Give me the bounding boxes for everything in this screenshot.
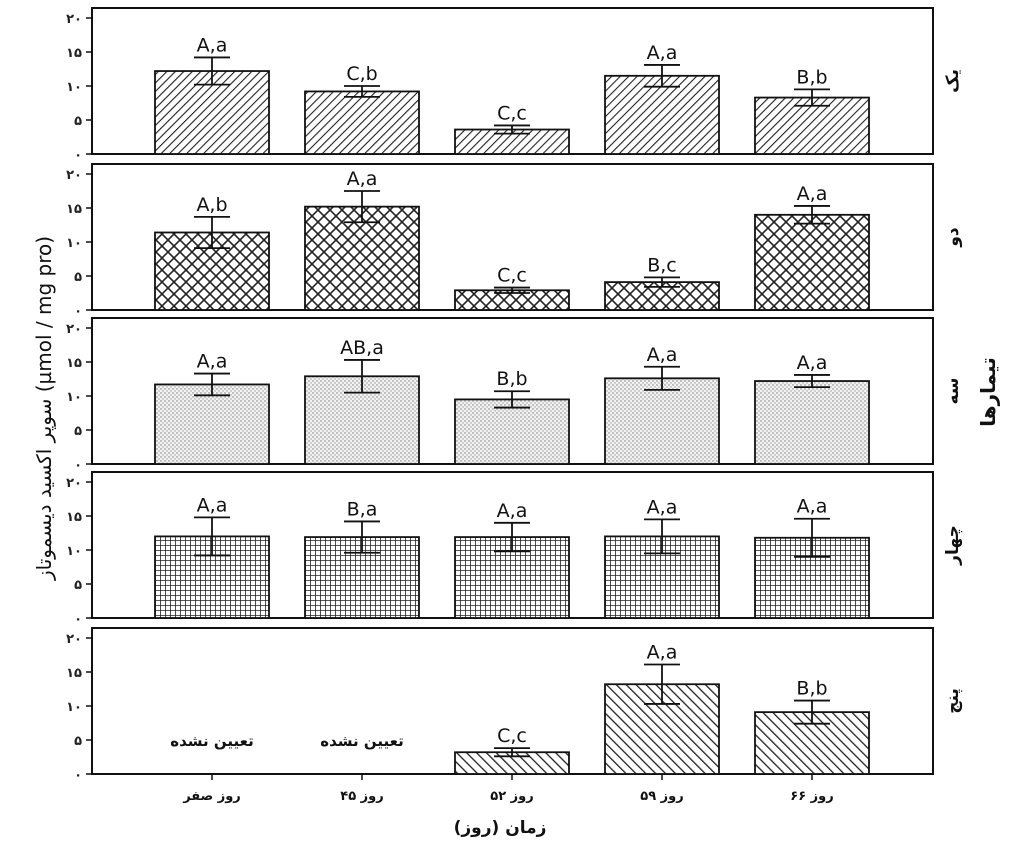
panel-5: ۲۰ ۱۵ ۱۰ ۵ ۰ پنج تعیین نشده تعیین نشده C,c A,a B,b — [66, 627, 963, 783]
significance-label: C,c — [497, 102, 527, 124]
treatment-group-title: تیمارها — [976, 357, 1000, 427]
x-axis: روز صفر روز ۴۵ روز ۵۲ روز ۵۹ روز ۶۶ — [182, 774, 834, 804]
y-tick-label: ۵ — [74, 424, 82, 439]
y-tick-label: ۲۰ — [66, 632, 82, 647]
significance-label: A,a — [647, 42, 678, 64]
significance-label: A,a — [197, 494, 228, 516]
significance-label: AB,a — [340, 337, 384, 359]
y-tick-label: ۰ — [74, 612, 82, 627]
y-tick-label: ۵ — [74, 578, 82, 593]
y-tick-label: ۵ — [74, 734, 82, 749]
significance-label: B,b — [496, 368, 527, 390]
significance-label: A,a — [797, 183, 828, 205]
panel-name: پنج — [943, 688, 963, 714]
panel-1: ۲۰ ۱۵ ۱۰ ۵ ۰ یک A,a C,b C,c A,a B,b — [66, 7, 963, 163]
significance-label: A,a — [197, 351, 228, 373]
y-tick-label: ۱۵ — [66, 356, 82, 371]
significance-label: C,c — [497, 265, 527, 287]
panel-3: ۲۰ ۱۵ ۱۰ ۵ ۰ سه A,a AB,a B,b A,a A,a — [66, 317, 963, 473]
significance-label: A,a — [647, 496, 678, 518]
x-axis-title: زمان (روز) — [453, 818, 547, 838]
bar-missing-label: تعیین نشده — [170, 732, 253, 750]
significance-label: B,b — [796, 678, 827, 700]
y-tick-label: ۰ — [74, 458, 82, 473]
significance-label: A,a — [197, 34, 228, 56]
bar — [754, 213, 870, 311]
panels-layer: ۲۰ ۱۵ ۱۰ ۵ ۰ یک A,a C,b C,c A,a B,b ۲۰ ۱۵ ۱۰ ۵ ۰ دو A,b A,… — [66, 7, 963, 783]
y-tick-label: ۲۰ — [66, 168, 82, 183]
panel-name: سه — [943, 377, 963, 404]
panel-2: ۲۰ ۱۵ ۱۰ ۵ ۰ دو A,b A,a C,c B,c A,a — [66, 163, 963, 319]
y-tick-label: ۲۰ — [66, 322, 82, 337]
significance-label: A,a — [797, 496, 828, 518]
panel-name: چهار — [943, 525, 963, 566]
y-tick-label: ۱۰ — [66, 544, 82, 559]
bar — [754, 380, 870, 465]
significance-label: A,a — [647, 344, 678, 366]
significance-label: A,a — [797, 352, 828, 374]
bar — [604, 377, 720, 465]
x-tick-label: روز ۴۵ — [340, 789, 383, 804]
panel-name: یک — [943, 69, 963, 93]
x-tick-label: روز ۵۹ — [640, 789, 683, 804]
bar — [304, 90, 420, 155]
y-tick-label: ۰ — [74, 148, 82, 163]
significance-label: C,b — [346, 63, 377, 85]
bar-missing-label: تعیین نشده — [320, 732, 403, 750]
y-tick-label: ۰ — [74, 304, 82, 319]
bar — [754, 96, 870, 155]
y-tick-label: ۱۰ — [66, 236, 82, 251]
y-tick-label: ۱۵ — [66, 46, 82, 61]
y-tick-label: ۱۵ — [66, 202, 82, 217]
significance-label: A,a — [347, 168, 378, 190]
significance-label: A,a — [647, 642, 678, 664]
significance-label: B,b — [796, 66, 827, 88]
y-axis-title: سوپر اکسید دیسموتاز (µmol / mg pro) — [32, 235, 56, 581]
y-tick-label: ۱۵ — [66, 510, 82, 525]
panel-4: ۲۰ ۱۵ ۱۰ ۵ ۰ چهار A,a B,a A,a A,a A,a — [66, 471, 963, 627]
y-tick-label: ۱۰ — [66, 700, 82, 715]
bar — [154, 383, 270, 465]
y-tick-label: ۵ — [74, 114, 82, 129]
significance-label: A,b — [196, 194, 227, 216]
bar — [454, 398, 570, 465]
significance-label: A,a — [497, 500, 528, 522]
significance-label: B,a — [347, 498, 378, 520]
y-tick-label: ۲۰ — [66, 12, 82, 27]
x-tick-label: روز ۶۶ — [790, 789, 833, 804]
x-tick-label: روز ۵۲ — [490, 789, 533, 804]
significance-label: C,c — [497, 725, 527, 747]
y-tick-label: ۰ — [74, 768, 82, 783]
x-tick-label: روز صفر — [182, 789, 241, 804]
y-tick-label: ۱۵ — [66, 666, 82, 681]
y-tick-label: ۱۰ — [66, 390, 82, 405]
y-tick-label: ۵ — [74, 270, 82, 285]
bar — [604, 74, 720, 155]
panel-name: دو — [943, 227, 963, 248]
y-tick-label: ۲۰ — [66, 476, 82, 491]
y-tick-label: ۱۰ — [66, 80, 82, 95]
significance-label: B,c — [647, 254, 677, 276]
